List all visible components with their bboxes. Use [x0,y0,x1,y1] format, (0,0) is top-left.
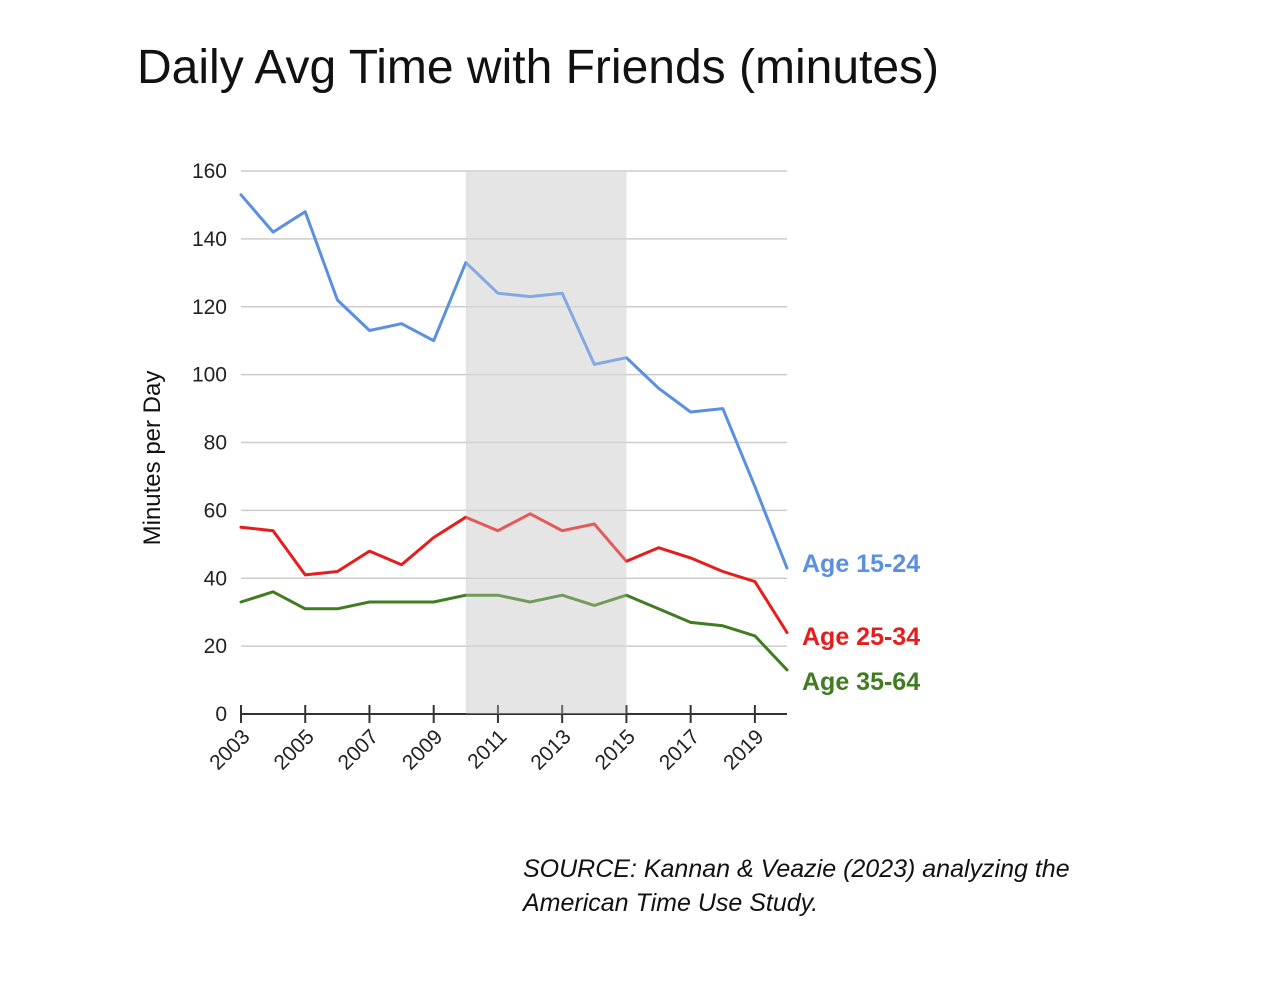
series-label-2: Age 25-34 [802,623,920,651]
x-tick-label-2007: 2007 [334,725,383,774]
source-line-2: American Time Use Study. [523,889,819,917]
y-tick-label-160: 160 [192,160,227,183]
y-tick-label-100: 100 [192,364,227,387]
chart-title: Daily Avg Time with Friends (minutes) [137,41,940,94]
x-tick-label-2015: 2015 [591,725,640,774]
gridlines [241,170,787,647]
y-tick-label-120: 120 [192,296,227,319]
y-tick-label-0: 0 [215,703,227,726]
y-tick-label-80: 80 [204,432,227,455]
x-tick-label-2017: 2017 [655,725,704,774]
source-line-1: SOURCE: Kannan & Veazie (2023) analyzing… [523,855,1070,883]
x-tick-labels: 2003 2005 2007 2009 2011 2013 2015 2017 2019 [205,725,768,774]
series-label-3: Age 35-64 [802,668,920,696]
source-note: SOURCE: Kannan & Veazie (2023) analyzing… [523,852,1223,920]
y-tick-label-140: 140 [192,228,227,251]
highlight-band-overlay [465,171,627,714]
series-line-1 [239,193,789,570]
series-line-3 [239,590,789,672]
series-label-1: Age 15-24 [802,550,920,578]
series-lines [239,193,789,672]
x-tick-label-2011: 2011 [463,725,511,773]
x-axis [240,705,787,723]
y-tick-label-20: 20 [204,635,227,658]
y-tick-label-60: 60 [204,499,227,522]
band-overlay-layer [465,171,627,714]
y-tick-labels: 0 20 40 60 80 100 120 140 160 [192,160,227,726]
x-tick-label-2005: 2005 [269,725,318,774]
y-axis-title: Minutes per Day [139,371,166,546]
series-labels: Age 15-24 Age 25-34 Age 35-64 [802,550,920,696]
x-tick-label-2003: 2003 [205,725,254,774]
x-tick-label-2019: 2019 [719,725,768,774]
series-line-2 [239,512,789,634]
x-tick-label-2013: 2013 [526,725,575,774]
y-tick-label-40: 40 [204,567,227,590]
x-tick-label-2009: 2009 [398,725,447,774]
